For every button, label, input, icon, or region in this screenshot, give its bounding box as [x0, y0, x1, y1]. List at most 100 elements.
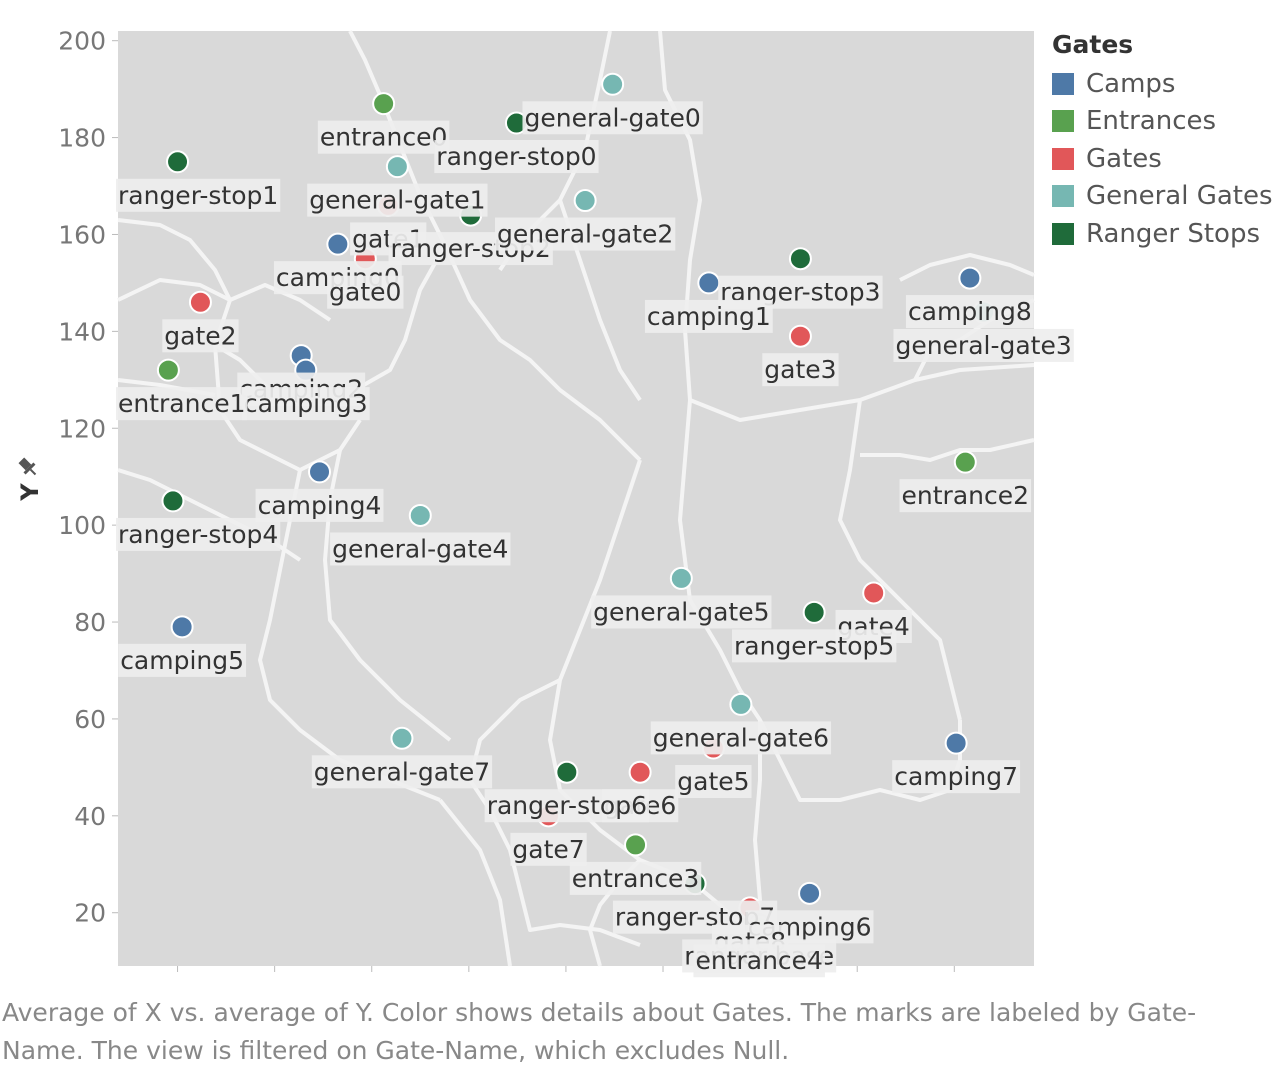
label-group-entrance0: entrance0	[317, 120, 450, 154]
point-label: camping7	[894, 762, 1018, 791]
point-label: gate7	[512, 835, 584, 864]
point-ranger-stop5[interactable]	[802, 600, 826, 624]
point-entrance3[interactable]	[624, 833, 648, 857]
label-background	[327, 275, 404, 309]
legend-label: Entrances	[1086, 106, 1217, 137]
legend-items: Camps Entrances Gates General Gates Ranger S…	[1052, 65, 1273, 253]
point-gate3[interactable]	[788, 324, 812, 348]
point-label: general-gate5	[593, 597, 769, 626]
label-group-ranger-stop1: ranger-stop1	[116, 178, 281, 212]
point-label: camping4	[258, 491, 382, 520]
label-group-gate5: gate5	[675, 764, 752, 798]
label-group-general-gate4: general-gate4	[330, 532, 511, 566]
label-group-general-gate6: general-gate6	[650, 721, 832, 755]
y-tick-label: 160	[58, 220, 106, 249]
point-camping6[interactable]	[798, 881, 822, 905]
label-background	[118, 643, 247, 677]
point-label: entrance3	[572, 864, 700, 893]
x-axis-ticks	[177, 966, 955, 972]
point-general-gate7[interactable]	[390, 726, 414, 750]
point-label: general-gate7	[314, 757, 490, 786]
point-label: ranger-stop5	[734, 631, 894, 660]
point-general-gate4[interactable]	[408, 503, 432, 527]
labels-layer: entrance0 general-gate0 ranger-stop0 ranger…	[116, 101, 1074, 978]
legend-swatch	[1052, 110, 1074, 133]
point-label: entrance2	[902, 481, 1030, 510]
label-group-gate3: gate3	[762, 353, 839, 387]
label-background	[675, 764, 752, 798]
label-group-entrance1: entrance1	[116, 387, 248, 421]
label-group-general-gate5: general-gate5	[591, 595, 772, 629]
point-general-gate2[interactable]	[573, 189, 597, 213]
point-label: ranger-stop0	[436, 142, 596, 171]
point-gate4[interactable]	[862, 581, 886, 605]
point-general-gate1[interactable]	[385, 155, 409, 179]
point-camping1[interactable]	[697, 271, 721, 295]
y-tick-label: 60	[74, 705, 106, 734]
point-camping4[interactable]	[308, 460, 332, 484]
label-group-camping5: camping5	[118, 643, 247, 677]
label-background	[116, 178, 281, 212]
point-camping0[interactable]	[326, 232, 350, 256]
label-background	[317, 120, 450, 154]
point-entrance1[interactable]	[156, 358, 180, 382]
point-gate6[interactable]	[628, 760, 652, 784]
point-entrance0[interactable]	[372, 92, 396, 116]
label-group-camping1: camping1	[644, 299, 773, 333]
point-label: general-gate6	[653, 723, 829, 752]
point-label: ranger-stop4	[118, 520, 278, 549]
point-ranger-stop6[interactable]	[555, 760, 579, 784]
label-group-ranger-stop5: ranger-stop5	[732, 629, 897, 663]
label-background	[762, 353, 839, 387]
y-tick-label: 100	[58, 511, 106, 540]
point-label: gate2	[164, 321, 236, 350]
point-camping7[interactable]	[944, 731, 968, 755]
label-background	[732, 629, 897, 663]
label-background	[899, 479, 1032, 513]
legend-item[interactable]: General Gates	[1052, 178, 1273, 216]
label-group-general-gate1: general-gate1	[307, 183, 488, 217]
legend-item[interactable]: Ranger Stops	[1052, 215, 1273, 253]
point-label: gate5	[677, 767, 749, 796]
legend-label: Camps	[1086, 68, 1176, 99]
label-group-general-gate7: general-gate7	[311, 755, 493, 789]
label-group-general-gate0: general-gate0	[522, 101, 703, 135]
legend-item[interactable]: Camps	[1052, 65, 1273, 103]
label-background	[693, 944, 825, 978]
point-label: camping5	[120, 646, 244, 675]
legend-title: Gates	[1052, 30, 1134, 59]
label-group-entrance3: entrance3	[569, 861, 702, 895]
point-entrance2[interactable]	[953, 450, 977, 474]
point-label: camping1	[647, 302, 771, 331]
legend-label: General Gates	[1086, 181, 1273, 212]
point-label: entrance1	[118, 389, 246, 418]
y-tick-label: 200	[58, 27, 106, 56]
label-group-camping4: camping4	[255, 488, 384, 522]
point-ranger-stop1[interactable]	[166, 150, 190, 174]
label-group-ranger-stop6: ranger-stop6	[484, 789, 649, 823]
point-general-gate5[interactable]	[669, 566, 693, 590]
label-background	[510, 832, 587, 866]
label-background	[644, 299, 773, 333]
point-label: camping8	[908, 297, 1032, 326]
legend-item[interactable]: Gates	[1052, 140, 1273, 178]
y-axis-title: Y	[16, 483, 44, 502]
point-label: camping3	[244, 389, 368, 418]
label-group-entrance4: entrance4	[693, 944, 825, 978]
point-gate2[interactable]	[188, 290, 212, 314]
point-general-gate6[interactable]	[729, 692, 753, 716]
point-general-gate0[interactable]	[601, 72, 625, 96]
label-group-general-gate2: general-gate2	[494, 217, 676, 251]
point-camping5[interactable]	[170, 615, 194, 639]
label-background	[307, 183, 488, 217]
point-label: ranger-stop6	[487, 791, 647, 820]
legend-item[interactable]: Entrances	[1052, 103, 1273, 141]
label-background	[311, 755, 493, 789]
point-label: general-gate0	[524, 103, 700, 132]
point-ranger-stop4[interactable]	[161, 489, 185, 513]
label-background	[892, 760, 1021, 794]
label-background	[116, 517, 281, 551]
point-camping8[interactable]	[958, 266, 982, 290]
point-ranger-stop3[interactable]	[788, 247, 812, 271]
legend-swatch	[1052, 147, 1074, 170]
